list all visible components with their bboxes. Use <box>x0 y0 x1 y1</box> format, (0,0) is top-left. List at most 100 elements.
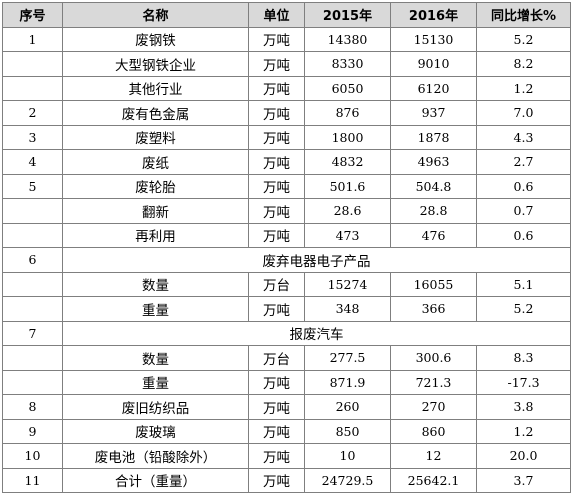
name-cell: 废纸 <box>62 149 249 175</box>
unit-cell: 万吨 <box>248 222 305 248</box>
header-growth: 同比增长% <box>476 2 571 28</box>
seq-cell <box>2 75 63 101</box>
header-2016: 2016年 <box>390 2 477 28</box>
value-2015-cell: 6050 <box>304 75 391 101</box>
name-cell: 数量 <box>62 271 249 297</box>
table-row: 8 废旧纺织品 万吨 260 270 3.8 <box>2 394 571 420</box>
table-row: 其他行业 万吨 6050 6120 1.2 <box>2 75 571 101</box>
value-2015-cell: 348 <box>304 296 391 322</box>
value-2016-cell: 937 <box>390 100 477 126</box>
table-row: 1 废钢铁 万吨 14380 15130 5.2 <box>2 26 571 52</box>
name-cell: 废塑料 <box>62 124 249 150</box>
value-2016-cell: 25642.1 <box>390 467 477 493</box>
growth-cell: 5.2 <box>476 296 571 322</box>
name-cell: 废旧纺织品 <box>62 394 249 420</box>
table-row: 2 废有色金属 万吨 876 937 7.0 <box>2 100 571 126</box>
seq-cell <box>2 51 63 77</box>
seq-cell <box>2 222 63 248</box>
value-2016-cell: 860 <box>390 418 477 444</box>
seq-cell: 9 <box>2 418 63 444</box>
growth-cell: 5.2 <box>476 26 571 52</box>
seq-cell: 8 <box>2 394 63 420</box>
name-cell: 重量 <box>62 296 249 322</box>
table-row: 10 废电池（铅酸除外） 万吨 10 12 20.0 <box>2 443 571 469</box>
growth-cell: 5.1 <box>476 271 571 297</box>
value-2016-cell: 504.8 <box>390 173 477 199</box>
table-section-row: 6 废弃电器电子产品 <box>2 247 571 273</box>
header-name: 名称 <box>62 2 249 28</box>
value-2016-cell: 16055 <box>390 271 477 297</box>
table-row: 数量 万台 277.5 300.6 8.3 <box>2 345 571 371</box>
seq-cell <box>2 296 63 322</box>
unit-cell: 万吨 <box>248 467 305 493</box>
value-2016-cell: 4963 <box>390 149 477 175</box>
value-2015-cell: 876 <box>304 100 391 126</box>
value-2015-cell: 24729.5 <box>304 467 391 493</box>
growth-cell: 0.6 <box>476 173 571 199</box>
unit-cell: 万吨 <box>248 26 305 52</box>
growth-cell: 7.0 <box>476 100 571 126</box>
name-cell: 废钢铁 <box>62 26 249 52</box>
name-cell: 废电池（铅酸除外） <box>62 443 249 469</box>
seq-cell: 4 <box>2 149 63 175</box>
unit-cell: 万台 <box>248 271 305 297</box>
name-cell: 再利用 <box>62 222 249 248</box>
growth-cell: 1.2 <box>476 418 571 444</box>
unit-cell: 万吨 <box>248 394 305 420</box>
value-2015-cell: 8330 <box>304 51 391 77</box>
value-2016-cell: 1878 <box>390 124 477 150</box>
seq-cell: 1 <box>2 26 63 52</box>
table-row: 重量 万吨 871.9 721.3 -17.3 <box>2 369 571 395</box>
value-2016-cell: 300.6 <box>390 345 477 371</box>
value-2015-cell: 4832 <box>304 149 391 175</box>
table-row: 重量 万吨 348 366 5.2 <box>2 296 571 322</box>
unit-cell: 万吨 <box>248 149 305 175</box>
section-name-cell: 报废汽车 <box>62 320 571 346</box>
unit-cell: 万吨 <box>248 443 305 469</box>
name-cell: 废有色金属 <box>62 100 249 126</box>
seq-cell <box>2 198 63 224</box>
seq-cell <box>2 369 63 395</box>
table-row: 4 废纸 万吨 4832 4963 2.7 <box>2 149 571 175</box>
header-2015: 2015年 <box>304 2 391 28</box>
table-row: 再利用 万吨 473 476 0.6 <box>2 222 571 248</box>
unit-cell: 万吨 <box>248 173 305 199</box>
growth-cell: 3.8 <box>476 394 571 420</box>
value-2016-cell: 15130 <box>390 26 477 52</box>
name-cell: 废轮胎 <box>62 173 249 199</box>
table-row: 大型钢铁企业 万吨 8330 9010 8.2 <box>2 51 571 77</box>
growth-cell: 0.6 <box>476 222 571 248</box>
growth-cell: 3.7 <box>476 467 571 493</box>
value-2015-cell: 15274 <box>304 271 391 297</box>
name-cell: 废玻璃 <box>62 418 249 444</box>
table-body: 1 废钢铁 万吨 14380 15130 5.2 大型钢铁企业 万吨 8330 9010 8.2 其他… <box>2 26 571 493</box>
table-header-row: 序号 名称 单位 2015年 2016年 同比增长% <box>2 2 571 28</box>
seq-cell: 2 <box>2 100 63 126</box>
seq-cell <box>2 345 63 371</box>
value-2015-cell: 871.9 <box>304 369 391 395</box>
seq-cell: 6 <box>2 247 63 273</box>
table-row: 9 废玻璃 万吨 850 860 1.2 <box>2 418 571 444</box>
value-2016-cell: 12 <box>390 443 477 469</box>
value-2015-cell: 28.6 <box>304 198 391 224</box>
unit-cell: 万吨 <box>248 124 305 150</box>
unit-cell: 万吨 <box>248 51 305 77</box>
growth-cell: 0.7 <box>476 198 571 224</box>
value-2015-cell: 260 <box>304 394 391 420</box>
unit-cell: 万吨 <box>248 100 305 126</box>
value-2015-cell: 850 <box>304 418 391 444</box>
name-cell: 其他行业 <box>62 75 249 101</box>
table-row: 5 废轮胎 万吨 501.6 504.8 0.6 <box>2 173 571 199</box>
seq-cell: 5 <box>2 173 63 199</box>
growth-cell: 20.0 <box>476 443 571 469</box>
table-row: 11 合计（重量） 万吨 24729.5 25642.1 3.7 <box>2 467 571 493</box>
value-2015-cell: 277.5 <box>304 345 391 371</box>
table-row: 翻新 万吨 28.6 28.8 0.7 <box>2 198 571 224</box>
growth-cell: 4.3 <box>476 124 571 150</box>
name-cell: 大型钢铁企业 <box>62 51 249 77</box>
seq-cell: 7 <box>2 320 63 346</box>
section-name-cell: 废弃电器电子产品 <box>62 247 571 273</box>
value-2016-cell: 28.8 <box>390 198 477 224</box>
value-2015-cell: 10 <box>304 443 391 469</box>
name-cell: 翻新 <box>62 198 249 224</box>
